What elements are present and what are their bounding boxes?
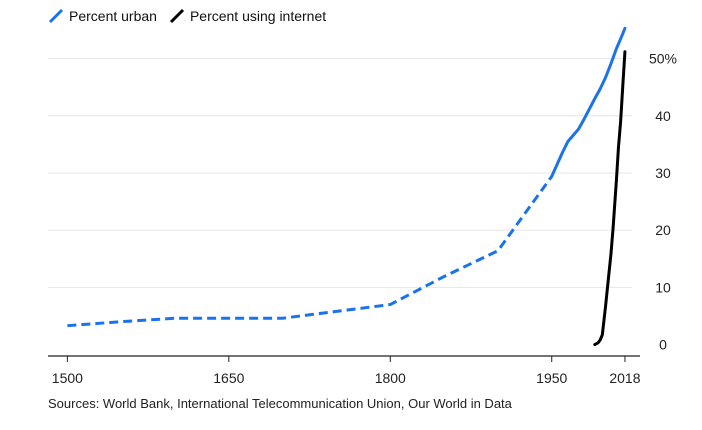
y-tick-label: 30: [655, 165, 671, 181]
series-urban-solid: [550, 26, 627, 178]
legend-item-urban: Percent urban: [48, 8, 157, 24]
series-urban-dashed: [67, 175, 553, 328]
legend-label-internet: Percent using internet: [189, 8, 327, 24]
y-tick-label: 0: [659, 337, 667, 353]
axes: 0 10 20 30 40 50% 1500 1650 1800 1950 2018: [48, 51, 677, 386]
y-tick-label: 50%: [649, 51, 677, 67]
x-tick-label: 1950: [536, 370, 567, 386]
legend-item-internet: Percent using internet: [169, 8, 326, 24]
series-internet: [593, 50, 627, 347]
x-tick-label: 1800: [375, 370, 406, 386]
y-tick-label: 40: [655, 108, 671, 124]
gridlines: [48, 58, 632, 288]
series-layer: [67, 26, 627, 347]
x-tick-label: 2018: [609, 370, 640, 386]
y-tick-label: 10: [655, 279, 671, 295]
legend-swatch-urban: [48, 8, 64, 24]
x-tick-label: 1500: [52, 370, 83, 386]
source-note: Sources: World Bank, International Telec…: [48, 396, 512, 411]
legend-label-urban: Percent urban: [69, 8, 157, 24]
y-tick-label: 20: [655, 222, 671, 238]
legend: Percent urban Percent using internet: [48, 8, 338, 24]
x-tick-label: 1650: [213, 370, 244, 386]
legend-swatch-internet: [169, 8, 185, 24]
